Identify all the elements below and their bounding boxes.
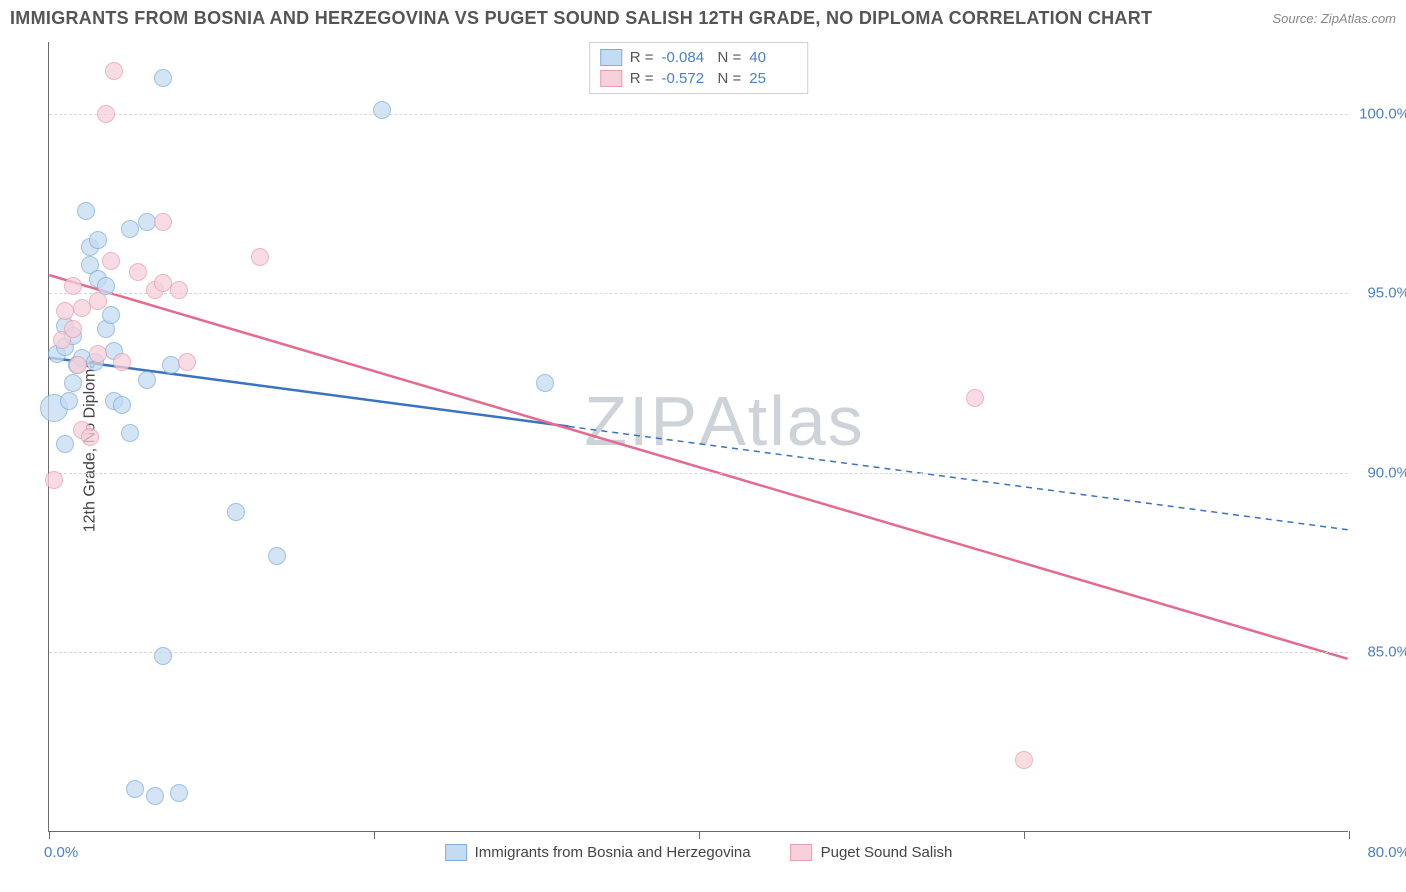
data-point	[138, 371, 156, 389]
legend-n-value: 25	[749, 70, 797, 87]
data-point	[113, 396, 131, 414]
series-legend-label: Puget Sound Salish	[821, 844, 953, 861]
watermark-text: ZIPAtlas	[584, 381, 865, 461]
y-tick-label: 85.0%	[1367, 644, 1406, 661]
series-legend-label: Immigrants from Bosnia and Herzegovina	[475, 844, 751, 861]
legend-swatch	[600, 49, 622, 66]
gridline	[49, 293, 1348, 294]
stats-legend-row: R = -0.572 N = 25	[600, 68, 798, 89]
data-point	[373, 101, 391, 119]
legend-swatch	[791, 844, 813, 861]
legend-stat-label: R =	[630, 49, 654, 66]
x-tick	[49, 831, 50, 839]
stats-legend-row: R = -0.084 N = 40	[600, 47, 798, 68]
data-point	[126, 780, 144, 798]
trend-lines-layer	[49, 42, 1348, 831]
chart-source: Source: ZipAtlas.com	[1272, 11, 1396, 26]
data-point	[45, 471, 63, 489]
data-point	[268, 547, 286, 565]
data-point	[251, 248, 269, 266]
data-point	[146, 787, 164, 805]
data-point	[154, 647, 172, 665]
legend-stat-label: R =	[630, 70, 654, 87]
data-point	[64, 320, 82, 338]
data-point	[178, 353, 196, 371]
legend-r-value: -0.572	[662, 70, 710, 87]
data-point	[170, 281, 188, 299]
legend-swatch	[445, 844, 467, 861]
data-point	[56, 435, 74, 453]
data-point	[1015, 751, 1033, 769]
legend-stat-label: N =	[718, 49, 742, 66]
x-tick	[1349, 831, 1350, 839]
data-point	[89, 345, 107, 363]
legend-swatch	[600, 70, 622, 87]
gridline	[49, 473, 1348, 474]
y-tick-label: 100.0%	[1359, 105, 1406, 122]
data-point	[64, 374, 82, 392]
series-legend: Immigrants from Bosnia and Herzegovina Pu…	[445, 844, 953, 861]
chart-title: IMMIGRANTS FROM BOSNIA AND HERZEGOVINA V…	[10, 8, 1152, 29]
y-tick-label: 95.0%	[1367, 285, 1406, 302]
series-legend-item: Puget Sound Salish	[791, 844, 953, 861]
data-point	[154, 213, 172, 231]
data-point	[60, 392, 78, 410]
data-point	[113, 353, 131, 371]
gridline	[49, 114, 1348, 115]
y-tick-label: 90.0%	[1367, 464, 1406, 481]
data-point	[966, 389, 984, 407]
legend-n-value: 40	[749, 49, 797, 66]
data-point	[102, 306, 120, 324]
stats-legend: R = -0.084 N = 40 R = -0.572 N = 25	[589, 42, 809, 94]
x-tick	[699, 831, 700, 839]
data-point	[81, 428, 99, 446]
data-point	[227, 503, 245, 521]
legend-stat-label: N =	[718, 70, 742, 87]
data-point	[102, 252, 120, 270]
data-point	[89, 231, 107, 249]
data-point	[69, 356, 87, 374]
scatter-plot: ZIPAtlas 85.0%90.0%95.0%100.0%0.0%80.0%R…	[48, 42, 1348, 832]
data-point	[536, 374, 554, 392]
x-tick	[1024, 831, 1025, 839]
gridline	[49, 652, 1348, 653]
data-point	[56, 302, 74, 320]
data-point	[170, 784, 188, 802]
data-point	[77, 202, 95, 220]
data-point	[89, 292, 107, 310]
data-point	[105, 62, 123, 80]
data-point	[162, 356, 180, 374]
x-tick	[374, 831, 375, 839]
data-point	[97, 105, 115, 123]
data-point	[64, 277, 82, 295]
series-legend-item: Immigrants from Bosnia and Herzegovina	[445, 844, 751, 861]
x-tick-label: 80.0%	[1367, 844, 1406, 861]
chart-header: IMMIGRANTS FROM BOSNIA AND HERZEGOVINA V…	[10, 8, 1396, 29]
data-point	[121, 424, 139, 442]
data-point	[154, 69, 172, 87]
legend-r-value: -0.084	[662, 49, 710, 66]
x-tick-label: 0.0%	[44, 844, 78, 861]
data-point	[129, 263, 147, 281]
